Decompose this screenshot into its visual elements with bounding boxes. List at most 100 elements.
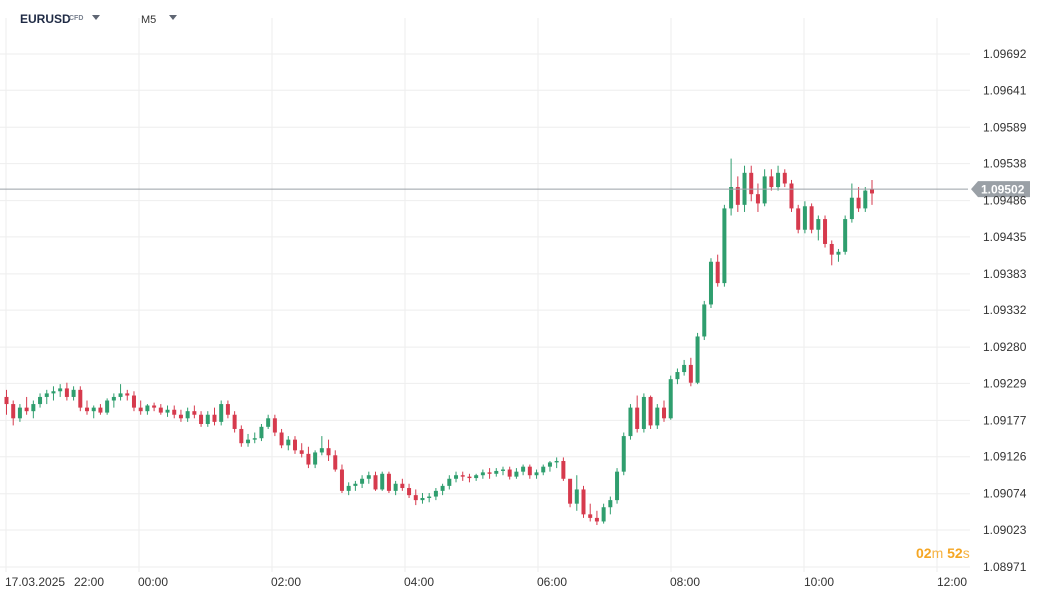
candle-body: [816, 219, 821, 230]
candle-body: [111, 396, 116, 401]
candle-body: [158, 407, 163, 413]
candle: [655, 404, 660, 429]
candle-countdown: 02m 52s: [916, 545, 970, 561]
timeframe-dropdown-chevron-icon[interactable]: [169, 15, 177, 20]
candle-body: [467, 476, 472, 479]
candle-body: [44, 393, 49, 397]
timeframe-selector[interactable]: M5: [141, 14, 157, 26]
current-price-line: 1.09502: [0, 181, 1030, 198]
time-tick-label: 02:00: [271, 575, 301, 589]
candle-body: [427, 496, 432, 498]
candle-body: [480, 472, 485, 476]
price-tick-label: 1.09538: [983, 157, 1027, 171]
candle-body: [601, 507, 606, 522]
candle: [454, 471, 459, 483]
candle-body: [138, 407, 143, 412]
candle: [427, 493, 432, 503]
candle-body: [615, 471, 620, 501]
candle-body: [789, 183, 794, 209]
current-price-label: 1.09502: [981, 183, 1025, 197]
candle-body: [581, 489, 586, 515]
candle: [266, 414, 271, 429]
candle-body: [386, 473, 391, 491]
candle: [78, 386, 83, 412]
candle-body: [78, 389, 83, 408]
candle-body: [313, 452, 318, 465]
candle-body: [554, 460, 559, 463]
candle-body: [346, 485, 351, 491]
candle-body: [749, 172, 754, 195]
candle-body: [326, 448, 331, 456]
time-tick-label: 00:00: [138, 575, 168, 589]
candle: [836, 248, 841, 262]
candle: [507, 466, 512, 480]
candle: [185, 407, 190, 422]
candle: [138, 400, 143, 415]
candle: [393, 480, 398, 496]
candle: [319, 436, 324, 456]
candle: [306, 446, 311, 469]
candle-body: [588, 514, 593, 518]
candle-body: [413, 495, 418, 501]
candle-body: [769, 176, 774, 188]
symbol-dropdown-chevron-icon[interactable]: [92, 15, 100, 20]
candle: [574, 475, 579, 511]
candle-body: [655, 407, 660, 426]
chart-grid: [0, 18, 970, 572]
candle: [239, 425, 244, 447]
candle-body: [547, 462, 552, 467]
candle-body: [514, 471, 519, 477]
candle: [219, 400, 224, 426]
candle: [500, 466, 505, 476]
candle-body: [4, 396, 9, 405]
candle-body: [776, 172, 781, 188]
candle: [91, 405, 96, 419]
candle-body: [17, 407, 22, 419]
candle: [131, 391, 136, 412]
candle-body: [58, 388, 63, 392]
candle-body: [420, 497, 425, 501]
candle-body: [454, 475, 459, 479]
time-tick-label: 10:00: [804, 575, 834, 589]
candle: [460, 471, 465, 481]
candle-body: [675, 372, 680, 380]
candle-body: [219, 404, 224, 422]
candle-body: [178, 414, 183, 419]
time-tick-label: 08:00: [670, 575, 700, 589]
candle-body: [849, 197, 854, 220]
candle-body: [24, 407, 29, 412]
candle: [702, 300, 707, 341]
time-tick-label: 17.03.2025: [5, 575, 65, 589]
candle-body: [829, 243, 834, 255]
candle: [11, 400, 16, 426]
candle-body: [98, 407, 103, 413]
current-price-tag: [971, 181, 1030, 198]
candle-body: [836, 251, 841, 255]
candle: [192, 405, 197, 419]
candle: [561, 457, 566, 481]
candle-body: [662, 407, 667, 419]
candle: [776, 165, 781, 191]
candle-body: [507, 469, 512, 477]
candle: [568, 478, 573, 508]
candlestick-series: [4, 158, 874, 526]
symbol-selector[interactable]: EURUSD: [20, 12, 71, 26]
candle: [594, 510, 599, 526]
price-tick-label: 1.09177: [983, 413, 1027, 427]
candle-body: [165, 409, 170, 413]
candle-body: [118, 393, 123, 397]
price-tick-label: 1.09280: [983, 340, 1027, 354]
candle-body: [594, 517, 599, 522]
candle-body: [568, 478, 573, 504]
candle: [621, 432, 626, 476]
candle: [729, 158, 734, 216]
candle: [802, 201, 807, 234]
candle-body: [447, 478, 452, 486]
candle: [843, 215, 848, 255]
candle: [608, 496, 613, 515]
candle: [360, 475, 365, 489]
candle: [641, 393, 646, 433]
candle-body: [380, 473, 385, 490]
candle: [695, 332, 700, 385]
